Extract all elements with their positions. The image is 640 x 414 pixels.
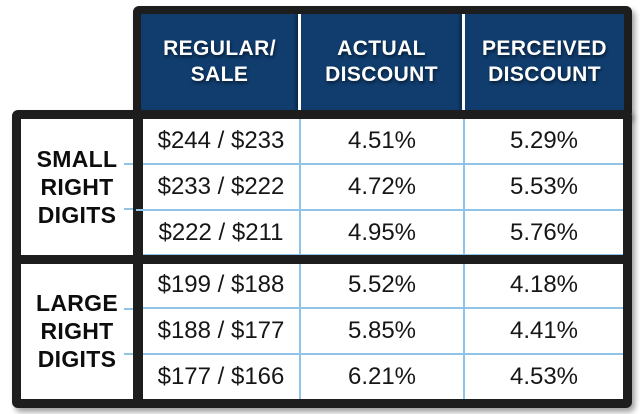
row-group-large-right-digits: LARGE RIGHT DIGITS $199 / $188 5.52% 4.1… <box>21 263 623 399</box>
table-body: SMALL RIGHT DIGITS $244 / $233 4.51% 5.2… <box>12 110 632 408</box>
row-group-label-large: LARGE RIGHT DIGITS <box>21 263 133 399</box>
cell-actual-discount: 5.85% <box>301 309 463 354</box>
data-grid-large: $199 / $188 5.52% 4.18% $188 / $177 5.85… <box>143 263 623 399</box>
column-header-regular-sale: REGULAR/ SALE <box>141 14 298 110</box>
row-divider-tick <box>124 208 133 211</box>
table-header-row: REGULAR/ SALE ACTUAL DISCOUNT PERCEIVED … <box>133 6 632 118</box>
cell-regular-sale: $188 / $177 <box>143 309 299 354</box>
cell-perceived-discount: 5.76% <box>465 210 623 255</box>
cell-regular-sale: $244 / $233 <box>143 119 299 163</box>
row-group-label-small: SMALL RIGHT DIGITS <box>21 119 133 255</box>
cell-perceived-discount: 4.53% <box>465 355 623 399</box>
cell-regular-sale: $199 / $188 <box>143 263 299 308</box>
row-divider-tick <box>124 163 133 166</box>
cell-regular-sale: $177 / $166 <box>143 355 299 399</box>
row-divider-tick <box>136 208 145 211</box>
cell-actual-discount: 4.51% <box>301 119 463 163</box>
cell-actual-discount: 4.72% <box>301 164 463 209</box>
row-divider-tick <box>124 307 133 310</box>
header-column-divider <box>462 14 465 110</box>
cell-regular-sale: $222 / $211 <box>143 210 299 255</box>
column-header-actual-discount: ACTUAL DISCOUNT <box>301 14 462 110</box>
cell-regular-sale: $233 / $222 <box>143 164 299 209</box>
cell-perceived-discount: 4.41% <box>465 309 623 354</box>
cell-actual-discount: 4.95% <box>301 210 463 255</box>
header-column-divider <box>298 14 301 110</box>
row-divider-tick <box>124 352 133 355</box>
column-header-perceived-discount: PERCEIVED DISCOUNT <box>465 14 624 110</box>
cell-actual-discount: 5.52% <box>301 263 463 308</box>
cell-perceived-discount: 4.18% <box>465 263 623 308</box>
cell-perceived-discount: 5.29% <box>465 119 623 163</box>
cell-actual-discount: 6.21% <box>301 355 463 399</box>
cell-perceived-discount: 5.53% <box>465 164 623 209</box>
row-group-small-right-digits: SMALL RIGHT DIGITS $244 / $233 4.51% 5.2… <box>21 119 623 255</box>
data-grid-small: $244 / $233 4.51% 5.29% $233 / $222 4.72… <box>143 119 623 255</box>
